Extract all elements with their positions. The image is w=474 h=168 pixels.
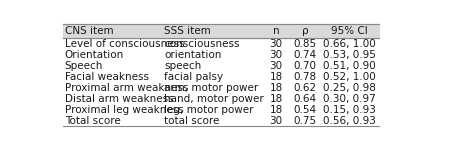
Text: 0.51, 0.90: 0.51, 0.90	[323, 61, 376, 71]
Text: Orientation: Orientation	[65, 50, 124, 60]
Text: 95% CI: 95% CI	[331, 26, 368, 36]
Text: arm, motor power: arm, motor power	[164, 83, 258, 93]
Text: consciousness: consciousness	[164, 39, 239, 49]
Text: Level of consciousness: Level of consciousness	[65, 39, 184, 49]
Text: 30: 30	[269, 50, 283, 60]
Text: leg, motor power: leg, motor power	[164, 105, 254, 115]
Text: 0.66, 1.00: 0.66, 1.00	[323, 39, 376, 49]
Text: 0.75: 0.75	[294, 116, 317, 126]
Text: 18: 18	[269, 72, 283, 82]
Text: 0.25, 0.98: 0.25, 0.98	[323, 83, 376, 93]
Text: 0.52, 1.00: 0.52, 1.00	[323, 72, 376, 82]
Text: 0.15, 0.93: 0.15, 0.93	[323, 105, 376, 115]
Text: 0.64: 0.64	[294, 94, 317, 104]
Text: 0.78: 0.78	[294, 72, 317, 82]
Text: Total score: Total score	[65, 116, 120, 126]
Text: n: n	[273, 26, 279, 36]
Text: 0.30, 0.97: 0.30, 0.97	[323, 94, 376, 104]
Text: Distal arm weakness: Distal arm weakness	[65, 94, 173, 104]
Text: 0.54: 0.54	[294, 105, 317, 115]
Text: Proximal arm weakness: Proximal arm weakness	[65, 83, 188, 93]
Text: hand, motor power: hand, motor power	[164, 94, 264, 104]
Text: Proximal leg weakness: Proximal leg weakness	[65, 105, 183, 115]
Text: 30: 30	[269, 61, 283, 71]
Text: facial palsy: facial palsy	[164, 72, 223, 82]
Text: 18: 18	[269, 94, 283, 104]
Text: SSS item: SSS item	[164, 26, 211, 36]
Text: 0.70: 0.70	[294, 61, 317, 71]
Text: orientation: orientation	[164, 50, 221, 60]
Text: 0.74: 0.74	[294, 50, 317, 60]
Text: total score: total score	[164, 116, 219, 126]
Text: 0.56, 0.93: 0.56, 0.93	[323, 116, 376, 126]
Text: 18: 18	[269, 83, 283, 93]
Text: Facial weakness: Facial weakness	[65, 72, 149, 82]
Text: 18: 18	[269, 105, 283, 115]
Text: 0.85: 0.85	[294, 39, 317, 49]
Text: speech: speech	[164, 61, 201, 71]
Text: 30: 30	[269, 39, 283, 49]
Text: 0.62: 0.62	[294, 83, 317, 93]
Text: CNS item: CNS item	[65, 26, 113, 36]
Text: Speech: Speech	[65, 61, 103, 71]
Text: 0.53, 0.95: 0.53, 0.95	[323, 50, 376, 60]
Text: ρ: ρ	[302, 26, 309, 36]
Text: 30: 30	[269, 116, 283, 126]
